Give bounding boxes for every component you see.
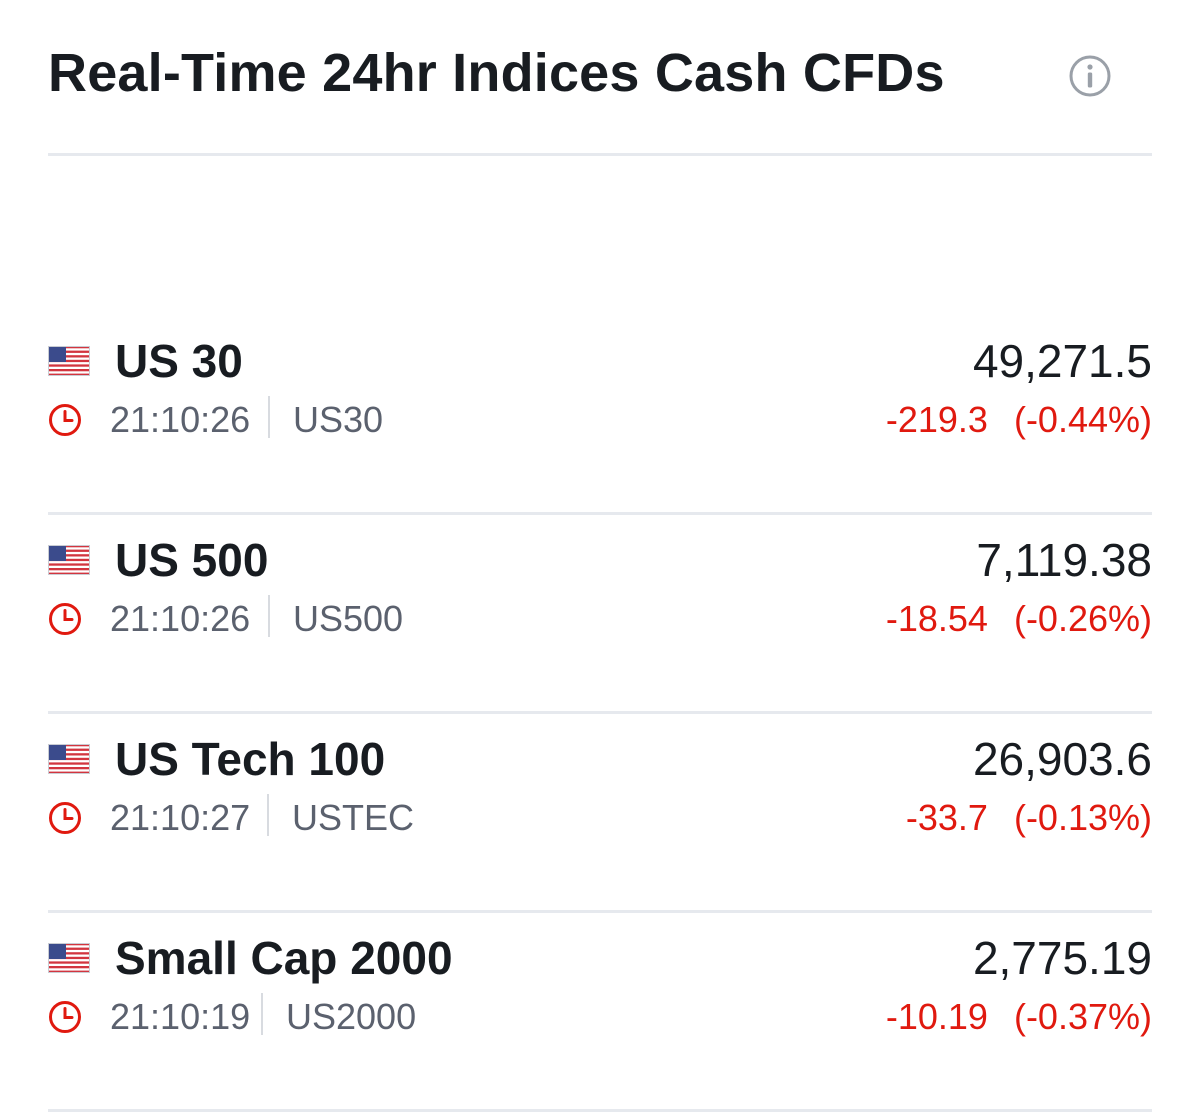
change-percent: (-0.26%) (1013, 598, 1152, 639)
index-row-small-cap-2000[interactable]: Small Cap 2000 2,775.19 21:10:19 US2000 … (48, 913, 1152, 1112)
clock-icon (49, 404, 81, 436)
index-change: -219.3 (-0.44%) (886, 398, 1152, 442)
index-symbol: USTEC (292, 797, 415, 838)
change-percent: (-0.44%) (1013, 399, 1152, 440)
us-flag-icon (48, 346, 90, 376)
info-icon[interactable] (1068, 54, 1112, 98)
divider (268, 396, 270, 438)
change-percent: (-0.37%) (1013, 996, 1152, 1037)
change-value: -10.19 (885, 996, 988, 1037)
index-change: -18.54 (-0.26%) (886, 597, 1152, 641)
update-time: 21:10:26 (110, 598, 251, 639)
page-title: Real-Time 24hr Indices Cash CFDs (48, 43, 945, 103)
index-symbol: US500 (293, 598, 404, 639)
index-name: Small Cap 2000 (115, 932, 453, 984)
us-flag-icon (48, 744, 90, 774)
index-name: US 500 (115, 534, 269, 586)
clock-icon (49, 802, 81, 834)
divider (261, 993, 263, 1035)
index-change: -10.19 (-0.37%) (886, 995, 1152, 1039)
panel-header: Real-Time 24hr Indices Cash CFDs (48, 0, 1152, 156)
spacer (48, 156, 1152, 316)
change-value: -219.3 (885, 399, 988, 440)
index-symbol: US30 (293, 399, 384, 440)
index-name: US Tech 100 (115, 733, 386, 785)
change-percent: (-0.13%) (1013, 797, 1152, 838)
update-time: 21:10:26 (110, 399, 251, 440)
divider (268, 595, 270, 637)
index-price: 2,775.19 (972, 932, 1152, 984)
change-value: -18.54 (885, 598, 988, 639)
update-time: 21:10:27 (110, 797, 251, 838)
index-row-us-500[interactable]: US 500 7,119.38 21:10:26 US500 -18.54 (-0… (48, 515, 1152, 714)
us-flag-icon (48, 545, 90, 575)
update-time: 21:10:19 (110, 996, 251, 1037)
clock-icon (49, 603, 81, 635)
us-flag-icon (48, 943, 90, 973)
index-row-us-30[interactable]: US 30 49,271.5 21:10:26 US30 -219.3 (-0.4… (48, 316, 1152, 515)
index-change: -33.7 (-0.13%) (906, 796, 1152, 840)
index-name: US 30 (115, 335, 243, 387)
index-symbol: US2000 (286, 996, 417, 1037)
index-price: 7,119.38 (976, 534, 1152, 586)
change-value: -33.7 (905, 797, 988, 838)
divider (267, 794, 269, 836)
clock-icon (49, 1001, 81, 1033)
indices-panel: Real-Time 24hr Indices Cash CFDs US 30 4… (48, 0, 1152, 1112)
index-row-us-tech-100[interactable]: US Tech 100 26,903.6 21:10:27 USTEC -33.… (48, 714, 1152, 913)
index-price: 26,903.6 (972, 733, 1152, 785)
index-price: 49,271.5 (972, 335, 1152, 387)
